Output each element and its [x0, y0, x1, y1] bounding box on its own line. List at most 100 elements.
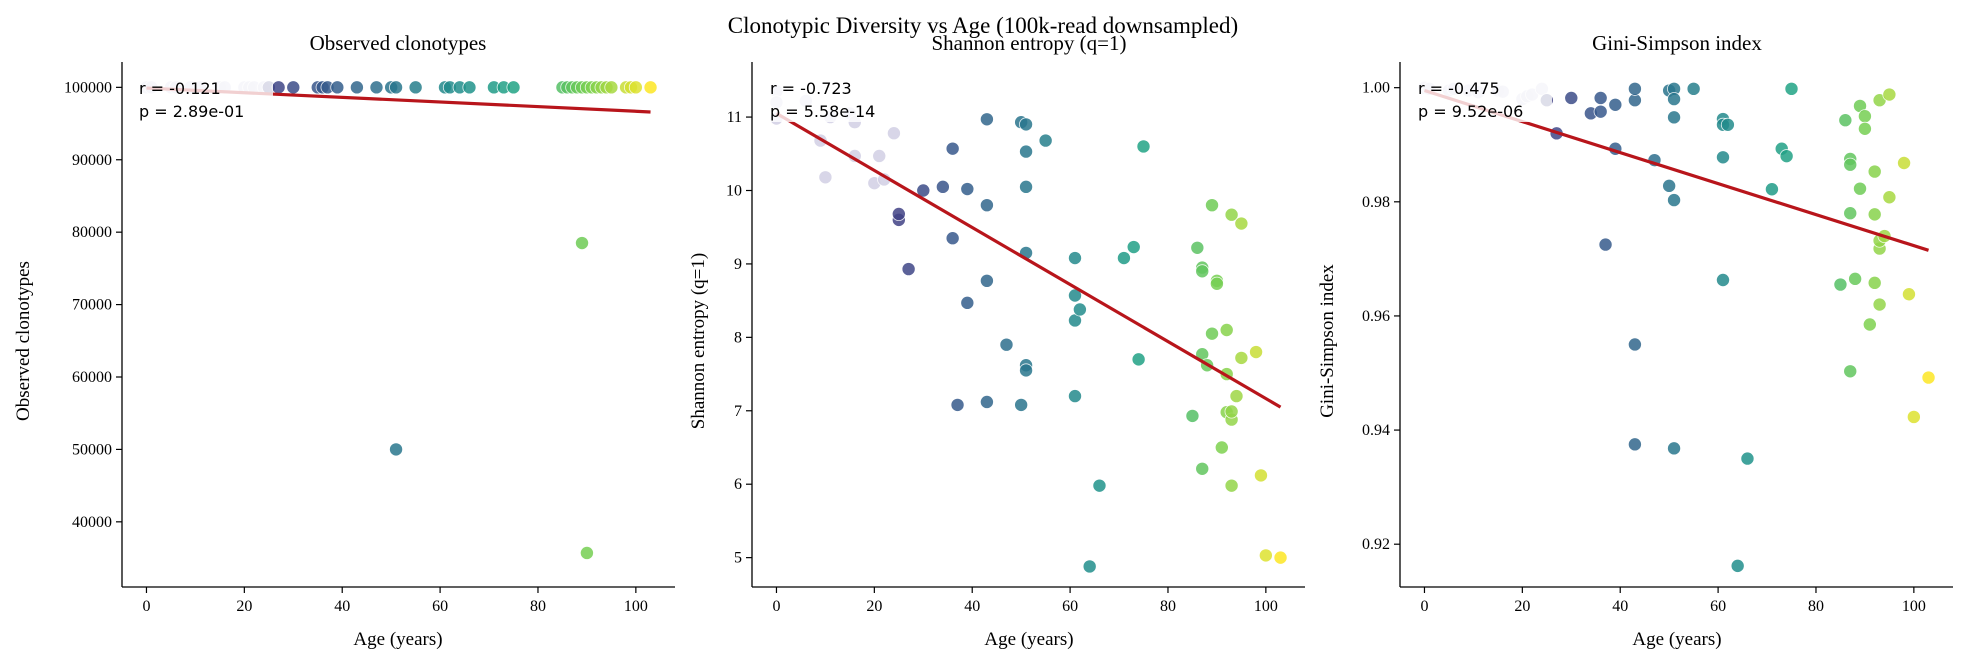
- data-point: [1843, 157, 1858, 172]
- data-point: [1253, 468, 1268, 483]
- data-point: [1906, 409, 1921, 424]
- data-point: [1019, 117, 1034, 132]
- x-tick-label: 60: [1062, 598, 1078, 615]
- y-tick-label: 40000: [72, 514, 112, 531]
- data-point: [1019, 179, 1034, 194]
- data-point: [408, 80, 423, 95]
- data-point: [330, 80, 345, 95]
- data-point: [1205, 198, 1220, 213]
- regression-line: [775, 112, 1282, 409]
- x-tick-label: 60: [1710, 598, 1726, 615]
- data-point: [389, 442, 404, 457]
- data-point: [1627, 437, 1642, 452]
- data-point: [1686, 81, 1701, 96]
- stat-box: [137, 76, 273, 122]
- panel-title: Shannon entropy (q=1): [932, 31, 1127, 55]
- data-point: [1224, 207, 1239, 222]
- y-tick-label: 90000: [72, 152, 112, 169]
- data-point: [1219, 323, 1234, 338]
- data-point: [1019, 144, 1034, 159]
- data-point: [1867, 275, 1882, 290]
- data-point: [901, 262, 916, 277]
- data-point: [1126, 240, 1141, 255]
- y-tick-label: 80000: [72, 224, 112, 241]
- y-tick-label: 10: [726, 182, 742, 199]
- panel-title: Observed clonotypes: [310, 31, 487, 55]
- y-tick-label: 9: [734, 256, 742, 273]
- data-point: [1136, 139, 1151, 154]
- data-point: [389, 80, 404, 95]
- x-tick-label: 40: [1612, 598, 1628, 615]
- data-point: [286, 80, 301, 95]
- data-point: [1867, 164, 1882, 179]
- x-tick-label: 80: [1808, 598, 1824, 615]
- data-point: [1190, 240, 1205, 255]
- data-point: [1234, 350, 1249, 365]
- data-point: [1833, 277, 1848, 292]
- y-tick-label: 0.94: [1362, 422, 1390, 439]
- data-point: [1224, 404, 1239, 419]
- data-point: [1764, 182, 1779, 197]
- data-point: [1882, 87, 1897, 102]
- data-point: [1740, 451, 1755, 466]
- p-value: p = 2.89e-01: [139, 102, 244, 121]
- data-point: [1067, 389, 1082, 404]
- data-point: [1258, 548, 1273, 563]
- data-point: [960, 182, 975, 197]
- panel-gini-simpson: Gini-Simpson index Age (years) Gini-Simp…: [1317, 31, 1953, 650]
- correlation-r: r = -0.121: [139, 79, 221, 98]
- data-point: [1901, 287, 1916, 302]
- panel-observed-clonotypes: Observed clonotypes Age (years) Observed…: [13, 31, 675, 650]
- data-point: [1784, 81, 1799, 96]
- data-point: [1205, 326, 1220, 341]
- x-tick-label: 20: [236, 598, 252, 615]
- panel-shannon-entropy: Shannon entropy (q=1) Age (years) Shanno…: [688, 31, 1305, 650]
- data-point: [1843, 364, 1858, 379]
- data-point: [872, 148, 887, 163]
- y-tick-label: 50000: [72, 441, 112, 458]
- x-axis-label: Age (years): [353, 629, 442, 650]
- data-point: [979, 198, 994, 213]
- x-tick-label: 80: [530, 598, 546, 615]
- data-point: [1667, 110, 1682, 125]
- data-point: [1082, 559, 1097, 574]
- data-point: [979, 112, 994, 127]
- y-tick-label: 0.92: [1362, 536, 1390, 553]
- x-tick-label: 40: [964, 598, 980, 615]
- x-tick-label: 100: [1902, 598, 1926, 615]
- data-point: [1195, 461, 1210, 476]
- data-point: [1667, 193, 1682, 208]
- data-point: [1872, 297, 1887, 312]
- data-point: [271, 80, 286, 95]
- data-point: [1014, 397, 1029, 412]
- y-tick-label: 6: [734, 476, 742, 493]
- data-point: [506, 80, 521, 95]
- data-point: [945, 141, 960, 156]
- data-point: [1667, 441, 1682, 456]
- data-point: [1715, 150, 1730, 165]
- data-point: [1715, 272, 1730, 287]
- data-point: [1848, 271, 1863, 286]
- y-tick-label: 5: [734, 550, 742, 567]
- x-tick-label: 0: [1420, 598, 1428, 615]
- data-point: [1185, 408, 1200, 423]
- data-point: [1593, 104, 1608, 119]
- data-point: [960, 295, 975, 310]
- x-tick-label: 100: [624, 598, 648, 615]
- data-point: [935, 179, 950, 194]
- x-tick-label: 40: [334, 598, 350, 615]
- data-point: [1209, 276, 1224, 291]
- data-point: [1092, 478, 1107, 493]
- data-point: [1857, 121, 1872, 136]
- data-point: [999, 337, 1014, 352]
- data-point: [979, 394, 994, 409]
- data-point: [1853, 181, 1868, 196]
- data-point: [979, 273, 994, 288]
- data-point: [369, 80, 384, 95]
- data-point: [1234, 216, 1249, 231]
- data-point: [628, 80, 643, 95]
- data-point: [1131, 352, 1146, 367]
- data-point: [818, 170, 833, 185]
- data-point: [1720, 117, 1735, 132]
- x-axis-label: Age (years): [1632, 629, 1721, 650]
